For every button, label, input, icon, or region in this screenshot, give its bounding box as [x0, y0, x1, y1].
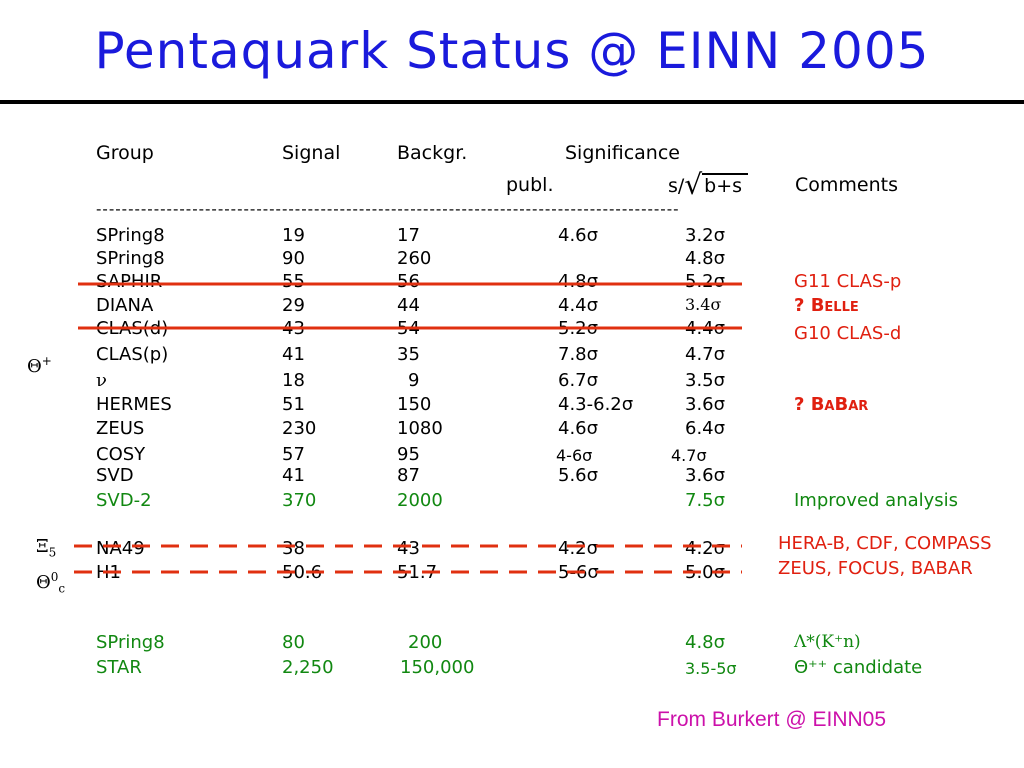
- cell-group: SPring8: [96, 248, 165, 269]
- cell-background: 43: [397, 538, 420, 559]
- cell-significance: 4.2σ: [685, 538, 726, 559]
- header-significance: Significance: [565, 142, 680, 164]
- cell-group: CLAS(p): [96, 344, 169, 365]
- cell-background: 260: [397, 248, 432, 269]
- cell-signal: 80: [282, 632, 305, 653]
- cell-background: 87: [397, 465, 420, 486]
- cell-group: ν: [96, 370, 107, 391]
- cell-significance: 4.7σ: [671, 446, 707, 465]
- cell-significance: 7.5σ: [685, 490, 726, 511]
- cell-background: 44: [397, 295, 420, 316]
- cell-significance: 3.6σ: [685, 465, 726, 486]
- cell-publ: 4.4σ: [558, 295, 599, 316]
- cell-signal: 18: [282, 370, 305, 391]
- header-signal: Signal: [282, 142, 341, 164]
- title-underline: [0, 100, 1024, 104]
- cell-group: STAR: [96, 657, 142, 678]
- cell-group: SAPHIR: [96, 271, 163, 292]
- cell-group: DIANA: [96, 295, 154, 316]
- cell-signal: 90: [282, 248, 305, 269]
- header-divider: ----------------------------------------…: [96, 200, 680, 218]
- cell-publ: 4.3-6.2σ: [558, 394, 634, 415]
- cell-background: 200: [408, 632, 443, 653]
- header-sqrt-formula: s/√ b+s: [668, 168, 749, 201]
- cell-group: NA49: [96, 538, 145, 559]
- cell-publ: 6.7σ: [558, 370, 599, 391]
- cell-signal: 19: [282, 225, 305, 246]
- cell-comment: Θ⁺⁺ candidate: [794, 657, 923, 678]
- cell-group: ZEUS: [96, 418, 145, 439]
- cell-signal: 41: [282, 344, 305, 365]
- cell-significance: 4.7σ: [685, 344, 726, 365]
- cell-signal: 57: [282, 444, 305, 465]
- cell-comment: ZEUS, FOCUS, BABAR: [778, 558, 973, 579]
- theta-c-label: Θ0c: [36, 570, 66, 596]
- cell-significance: 3.5-5σ: [685, 659, 737, 678]
- cell-signal: 50.6: [282, 562, 323, 583]
- footer-credit: From Burkert @ EINN05: [657, 708, 887, 731]
- cell-significance: 6.4σ: [685, 418, 726, 439]
- cell-background: 1080: [397, 418, 443, 439]
- cell-signal: 55: [282, 271, 305, 292]
- cell-background: 95: [397, 444, 420, 465]
- cell-significance: 3.4σ: [685, 295, 722, 314]
- cell-significance: 3.2σ: [685, 225, 726, 246]
- cell-background: 2000: [397, 490, 443, 511]
- sqrt-numerator: s/: [668, 175, 685, 197]
- cell-publ: 4-6σ: [556, 446, 593, 465]
- header-group: Group: [96, 142, 154, 164]
- cell-group: SVD-2: [96, 490, 152, 511]
- cell-significance: 5.2σ: [685, 271, 726, 292]
- cell-comment: Improved analysis: [794, 490, 959, 511]
- cell-signal: 38: [282, 538, 305, 559]
- cell-comment: G11 CLAS-p: [794, 271, 902, 292]
- cell-publ: 4.8σ: [558, 271, 599, 292]
- cell-publ: 4.6σ: [558, 418, 599, 439]
- cell-comment: ? BaBar: [794, 394, 869, 415]
- cell-group: SPring8: [96, 225, 165, 246]
- cell-comment: ? Belle: [794, 295, 859, 316]
- cell-group: COSY: [96, 444, 146, 465]
- header-background: Backgr.: [397, 142, 468, 164]
- cell-signal: 370: [282, 490, 317, 511]
- xi-label: Ξ5: [36, 536, 57, 560]
- cell-signal: 41: [282, 465, 305, 486]
- cell-background: 150: [397, 394, 432, 415]
- header-comments: Comments: [795, 174, 898, 196]
- cell-group: HERMES: [96, 394, 172, 415]
- theta-plus-label: Θ+: [27, 354, 52, 377]
- cell-signal: 29: [282, 295, 305, 316]
- page-title: Pentaquark Status @ EINN 2005: [94, 22, 930, 80]
- cell-background: 56: [397, 271, 420, 292]
- cell-comment: Λ*(K⁺n): [794, 632, 861, 652]
- cell-significance: 4.8σ: [685, 248, 726, 269]
- cell-publ: 5.6σ: [558, 465, 599, 486]
- cell-background: 17: [397, 225, 420, 246]
- cell-significance: 3.5σ: [685, 370, 726, 391]
- cell-background: 9: [408, 370, 420, 391]
- sqrt-sign-icon: √: [684, 168, 703, 201]
- cell-background: 35: [397, 344, 420, 365]
- cell-publ: 4.6σ: [558, 225, 599, 246]
- cell-background: 51.7: [397, 562, 438, 583]
- cell-comment: G10 CLAS-d: [794, 323, 902, 344]
- cell-background: 150,000: [400, 657, 475, 678]
- cell-signal: 51: [282, 394, 305, 415]
- cell-signal: 230: [282, 418, 317, 439]
- cell-publ: 4.2σ: [558, 538, 599, 559]
- header-publ: publ.: [506, 174, 554, 196]
- cell-significance: 3.6σ: [685, 394, 726, 415]
- cell-publ: 7.8σ: [558, 344, 599, 365]
- cell-significance: 4.8σ: [685, 632, 726, 653]
- sqrt-denominator: b+s: [702, 173, 749, 197]
- cell-group: SPring8: [96, 632, 165, 653]
- cell-signal: 2,250: [282, 657, 334, 678]
- cell-comment: HERA-B, CDF, COMPASS: [778, 533, 992, 554]
- cell-significance: 5.0σ: [685, 562, 726, 583]
- cell-group: SVD: [96, 465, 134, 486]
